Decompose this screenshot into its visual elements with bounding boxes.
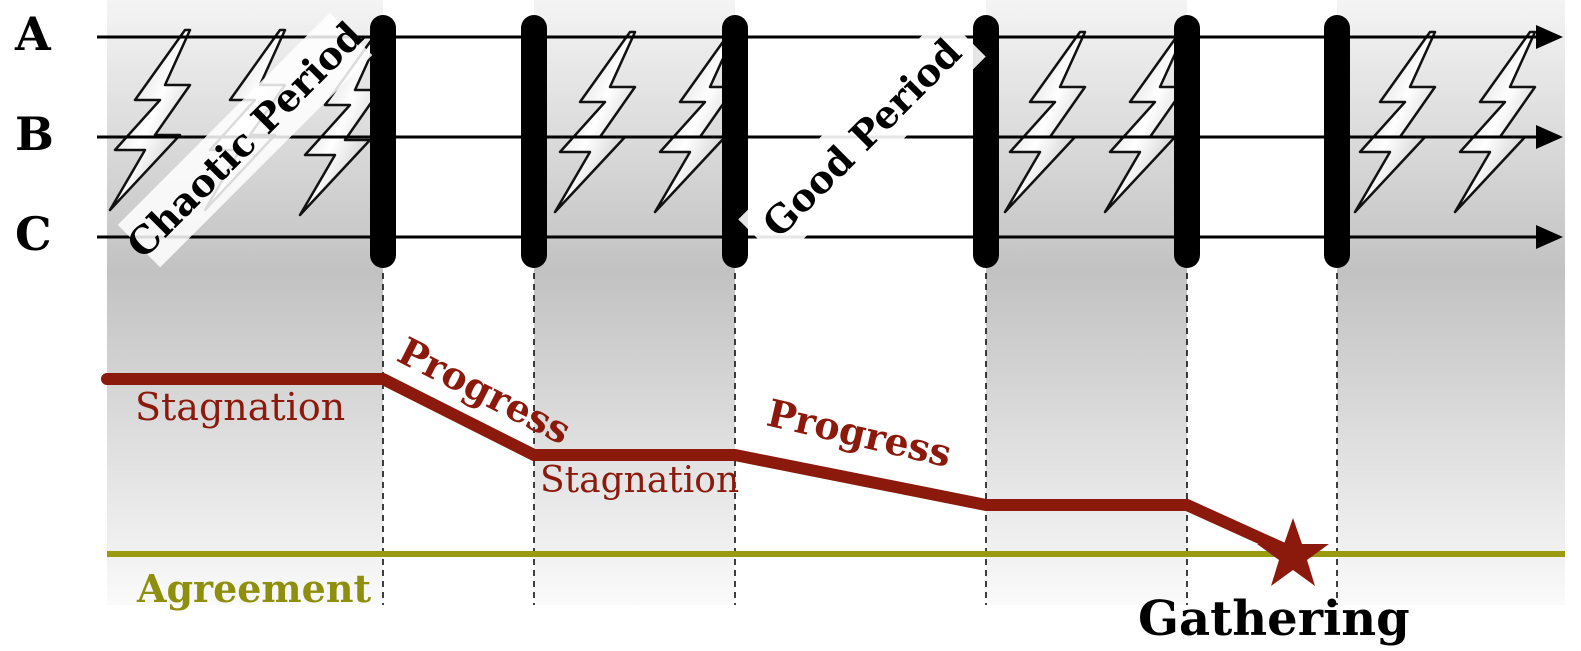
process-label: A bbox=[14, 7, 52, 61]
event-label: Gathering bbox=[1138, 591, 1410, 647]
diagram: A B C Chaotic Period Good Period Stagnat… bbox=[0, 0, 1581, 651]
agreement-label: Agreement bbox=[136, 566, 371, 611]
phase-label: Stagnation bbox=[540, 460, 739, 501]
process-label: C bbox=[15, 207, 52, 261]
phase-label: Stagnation bbox=[135, 385, 345, 429]
process-label: B bbox=[15, 107, 54, 161]
